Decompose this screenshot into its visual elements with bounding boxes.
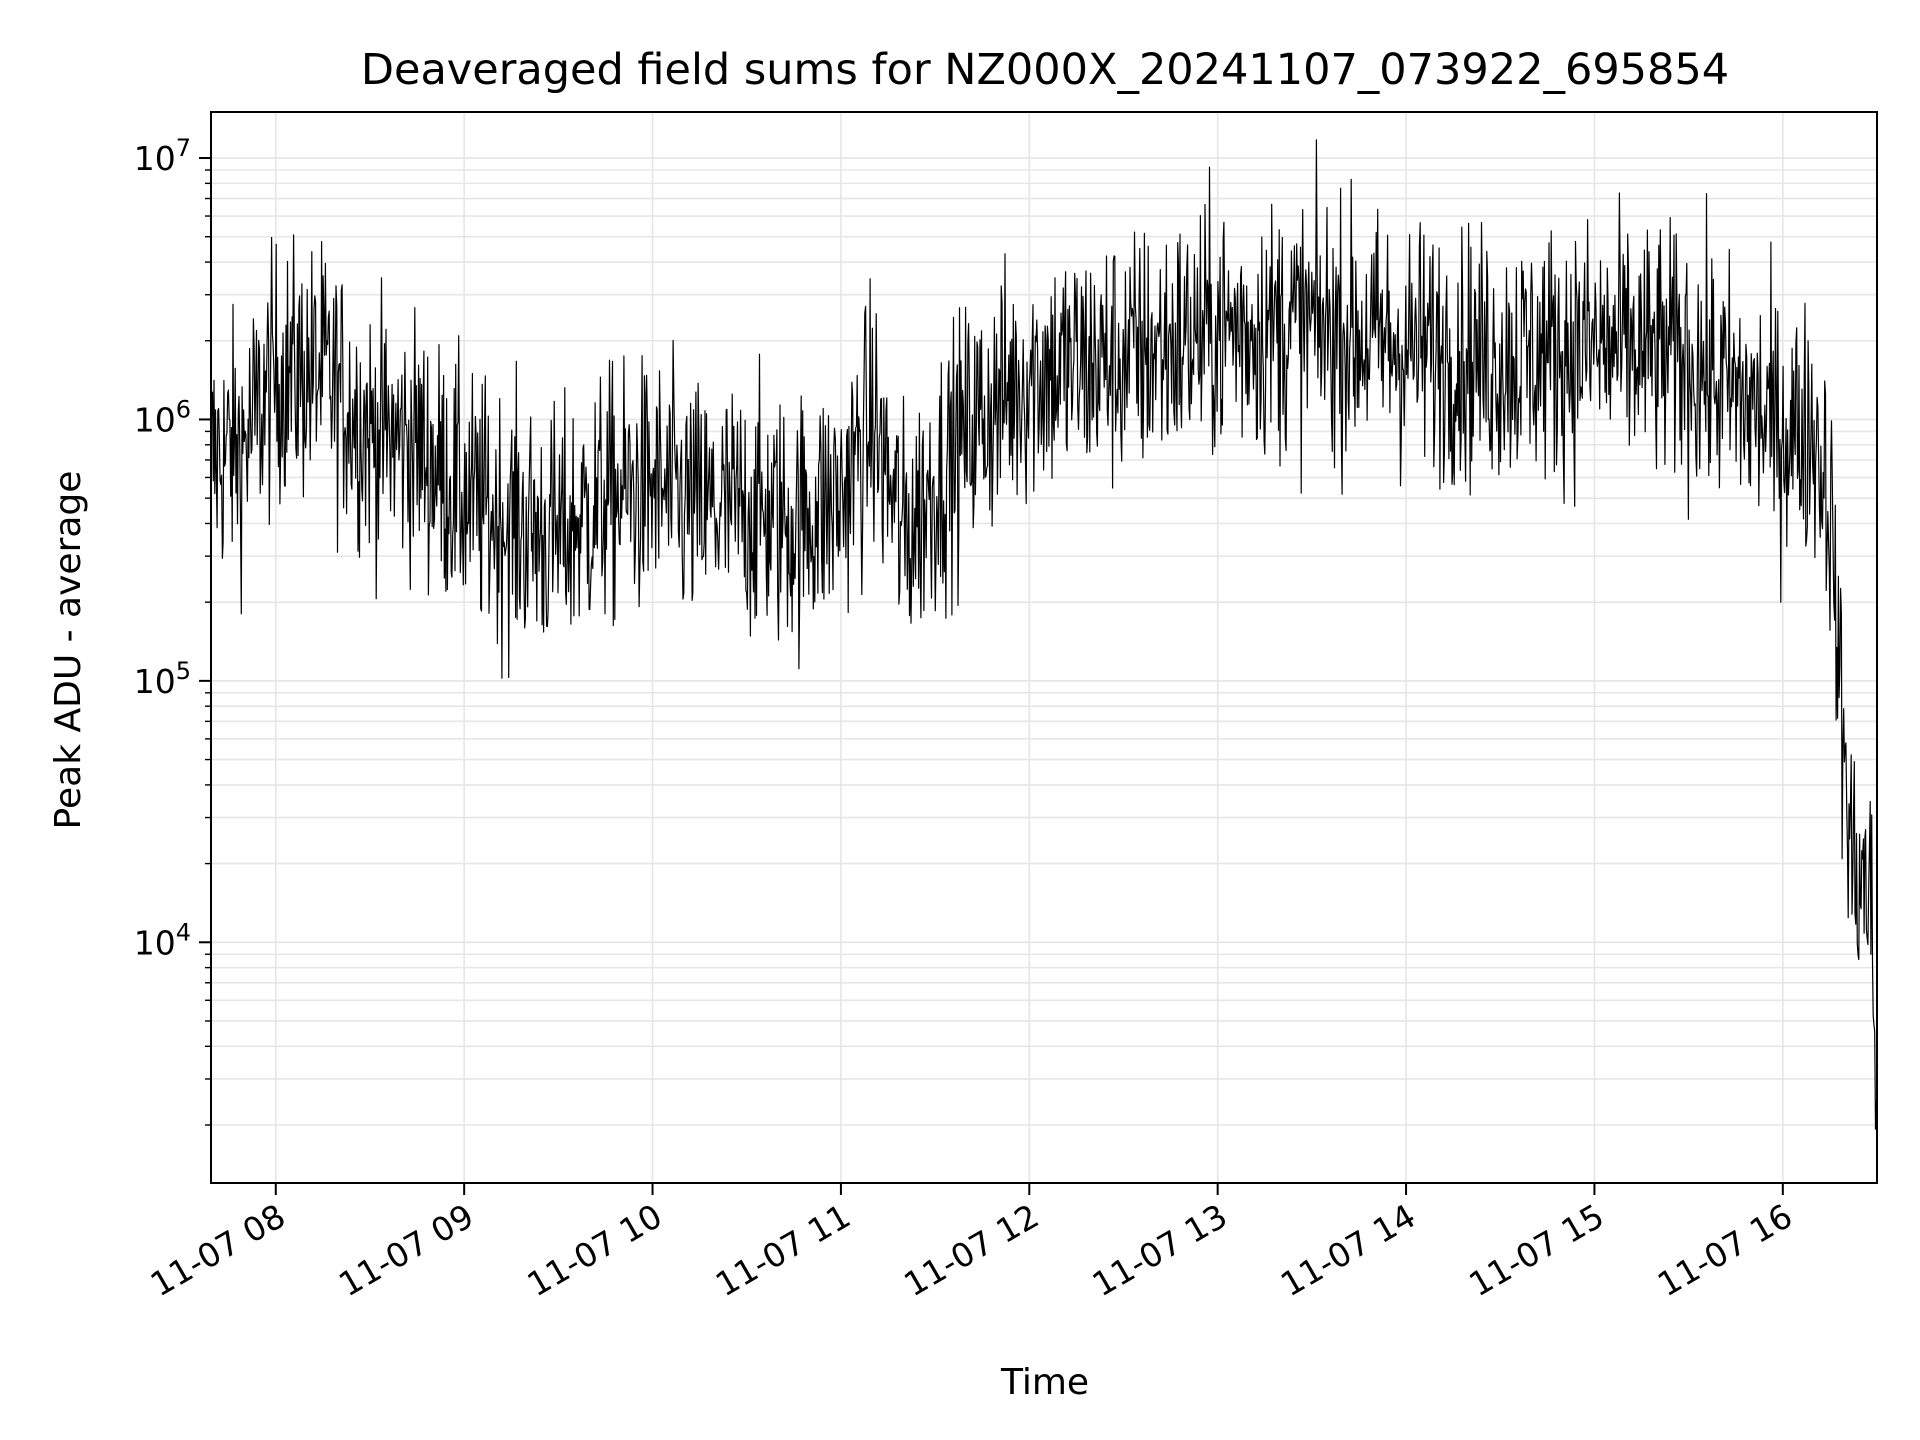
y-tick-label: 106 [134, 395, 191, 439]
y-axis-label: Peak ADU - average [48, 471, 89, 830]
chart-title: Deaveraged field sums for NZ000X_2024110… [361, 45, 1729, 95]
plot-frame [210, 111, 1878, 1184]
y-tick-label: 105 [134, 657, 191, 701]
y-tick-label: 104 [134, 918, 191, 962]
data-series-line [210, 139, 1878, 1130]
x-axis-label: Time [1000, 1362, 1089, 1403]
y-tick-label: 107 [134, 134, 191, 178]
grid [211, 112, 1877, 1183]
